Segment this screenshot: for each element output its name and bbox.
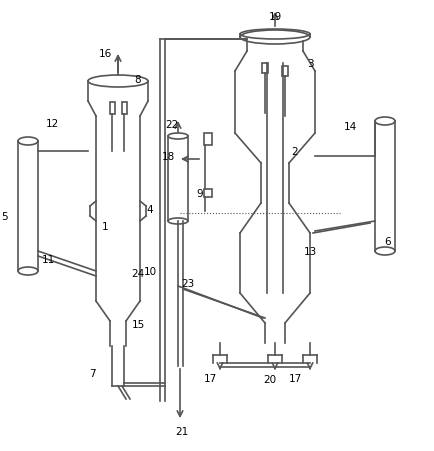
Text: 12: 12 [46,119,59,129]
Text: 13: 13 [303,246,317,257]
Text: 4: 4 [147,205,153,215]
Text: 21: 21 [175,426,189,436]
Text: 14: 14 [343,122,357,132]
Bar [204,133,212,146]
Text: 5: 5 [2,212,8,221]
Text: 7: 7 [89,368,95,378]
Text: 15: 15 [132,319,145,329]
Bar [109,103,115,115]
Text: 17: 17 [288,373,302,383]
Text: 16: 16 [99,49,112,59]
Text: 1: 1 [102,221,108,231]
Text: 24: 24 [132,268,145,278]
Bar [204,189,212,198]
Text: 23: 23 [181,278,194,288]
Text: 20: 20 [263,374,276,384]
Text: 3: 3 [307,59,313,69]
Text: 17: 17 [204,373,217,383]
Bar [262,64,268,74]
Text: 9: 9 [197,189,203,198]
Bar [282,67,288,77]
Text: 11: 11 [41,254,55,264]
Bar [122,103,126,115]
Text: 6: 6 [385,236,391,246]
Text: 2: 2 [292,147,298,156]
Text: 22: 22 [165,120,179,130]
Text: 8: 8 [135,75,141,85]
Text: 19: 19 [268,12,282,22]
Text: 18: 18 [161,152,174,161]
Text: 10: 10 [144,267,157,276]
